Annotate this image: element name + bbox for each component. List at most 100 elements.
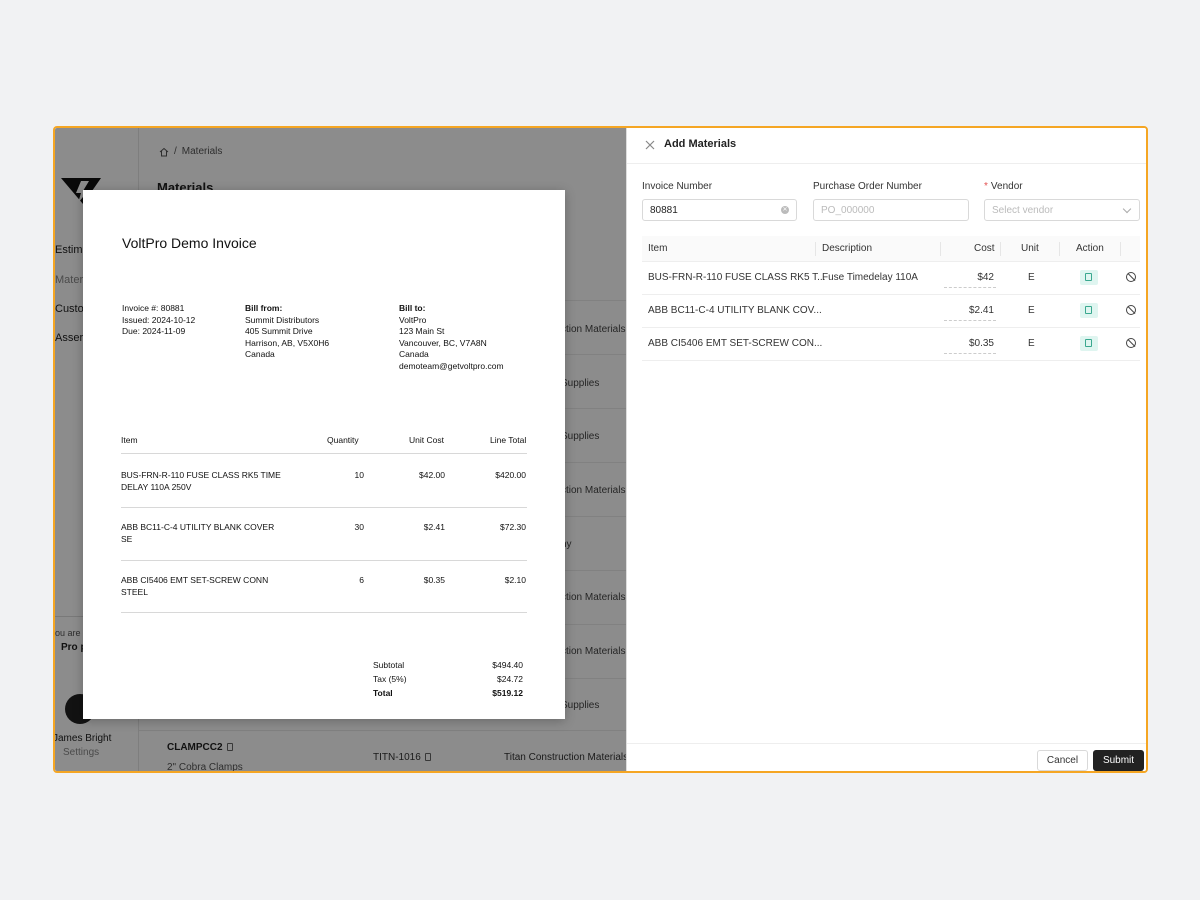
- invoice-line-item-text: DELAY 110A 250V: [121, 481, 192, 492]
- column-separator: [1120, 242, 1121, 256]
- breadcrumb-current[interactable]: Materials: [181, 146, 223, 157]
- invoice-header-line-total: Line Total: [490, 435, 527, 445]
- invoice-line-unit-cost: $2.41: [423, 522, 445, 532]
- bill-to: Bill to: VoltPro 123 Main St Vancouver, …: [399, 303, 504, 372]
- invoice-issued: Issued: 2024-10-12: [122, 314, 196, 325]
- invoice-rule: [121, 453, 527, 454]
- invoice-number-value: 80881: [650, 204, 678, 216]
- material-code: CLAMPCC2: [167, 742, 233, 753]
- sidebar-item-materials[interactable]: Mater: [55, 274, 84, 286]
- column-header-description: Description: [822, 243, 873, 254]
- app-frame: Estim Mater Custo Asser ou are Pro p Jam…: [53, 126, 1148, 773]
- save-icon[interactable]: [1080, 303, 1098, 318]
- row-unit[interactable]: E: [1028, 272, 1035, 283]
- copy-icon[interactable]: [226, 743, 233, 751]
- invoice-title: VoltPro Demo Invoice: [122, 235, 257, 251]
- invoice-line-item: BUS-FRN-R-110 FUSE CLASS RK5 TIME DELAY …: [121, 470, 301, 493]
- invoice-header-quantity: Quantity: [327, 435, 359, 445]
- invoice-rule: [121, 612, 527, 613]
- invoice-line-total: $420.00: [495, 470, 526, 480]
- sidebar-item-customers[interactable]: Custo: [55, 303, 84, 315]
- invoice-rule: [121, 507, 527, 508]
- po-number-label: Purchase Order Number: [813, 181, 922, 192]
- bg-row-vendor: Supplies: [561, 378, 600, 389]
- invoice-header-unit-cost: Unit Cost: [409, 435, 444, 445]
- sidebar-item-assemblies[interactable]: Asser: [55, 332, 84, 344]
- row-item: ABB CI5406 EMT SET-SCREW CON...: [648, 338, 823, 349]
- background-app: Estim Mater Custo Asser ou are Pro p Jam…: [53, 128, 628, 773]
- row-cost-input[interactable]: $2.41: [944, 299, 996, 321]
- po-number-input[interactable]: PO_000000: [813, 199, 969, 221]
- row-unit[interactable]: E: [1028, 305, 1035, 316]
- chevron-down-icon: [1122, 204, 1132, 214]
- row-cost-input[interactable]: $42: [944, 266, 996, 288]
- invoice-line-item-text: ABB CI5406 EMT SET-SCREW CONN: [121, 575, 269, 585]
- save-icon-glyph: [1085, 306, 1092, 314]
- invoice-subtotal-value: $494.40: [492, 660, 523, 670]
- row-description: Fuse Timedelay 110A: [822, 272, 918, 283]
- invoice-line-quantity: 30: [354, 522, 364, 532]
- home-icon[interactable]: [159, 147, 169, 157]
- bill-to-line: demoteam@getvoltpro.com: [399, 360, 504, 371]
- submit-button[interactable]: Submit: [1093, 750, 1144, 771]
- invoice-total-value: $519.12: [492, 688, 523, 698]
- invoice-tax-value: $24.72: [497, 674, 523, 684]
- invoice-line-total: $72.30: [500, 522, 526, 532]
- column-separator: [940, 242, 941, 256]
- invoice-line-item: ABB CI5406 EMT SET-SCREW CONN STEEL: [121, 575, 301, 598]
- invoice-number-input[interactable]: 80881 ✕: [642, 199, 797, 221]
- save-icon[interactable]: [1080, 270, 1098, 285]
- bg-row-vendor: Supplies: [561, 431, 600, 442]
- row-cost-input[interactable]: $0.35: [944, 332, 996, 354]
- bg-row-divider: [139, 730, 626, 731]
- vendor-label-text: Vendor: [990, 181, 1023, 192]
- invoice-number: Invoice #: 80881: [122, 303, 185, 313]
- copy-icon[interactable]: [424, 753, 431, 761]
- bill-to-line: Vancouver, BC, V7A8N: [399, 337, 487, 348]
- drawer-title: Add Materials: [664, 138, 737, 150]
- drawer-header: Add Materials: [627, 128, 1146, 164]
- bg-row-vendor: ction Materials: [561, 324, 626, 335]
- invoice-line-unit-cost: $42.00: [419, 470, 445, 480]
- ban-icon[interactable]: [1126, 338, 1136, 348]
- add-materials-drawer: Add Materials Invoice Number 80881 ✕ Pur…: [626, 128, 1146, 771]
- clear-icon[interactable]: ✕: [781, 206, 789, 214]
- invoice-line-unit-cost: $0.35: [423, 575, 445, 585]
- invoice-total-label: Total: [373, 688, 393, 698]
- close-icon[interactable]: [644, 139, 656, 151]
- invoice-due: Due: 2024-11-09: [122, 326, 186, 336]
- bill-from-line: Harrison, AB, V5X0H6: [245, 337, 330, 348]
- required-mark: *: [984, 181, 988, 192]
- invoice-line-item-text: SE: [121, 533, 133, 544]
- vendor-select[interactable]: Select vendor: [984, 199, 1140, 221]
- upgrade-plan[interactable]: Pro p: [61, 642, 87, 653]
- cancel-button[interactable]: Cancel: [1037, 750, 1088, 771]
- bill-to-label: Bill to:: [399, 303, 426, 313]
- invoice-line-total: $2.10: [504, 575, 526, 585]
- column-header-unit: Unit: [1021, 243, 1039, 254]
- vendor-label: * Vendor: [984, 181, 1023, 192]
- invoice-subtotal-label: Subtotal: [373, 660, 405, 670]
- save-icon[interactable]: [1080, 336, 1098, 351]
- invoice-line-quantity: 10: [354, 470, 364, 480]
- bg-row-vendor: Supplies: [561, 700, 600, 711]
- bg-row-vendor: ction Materials: [561, 592, 626, 603]
- invoice-preview: VoltPro Demo Invoice Invoice #: 80881 Is…: [83, 190, 565, 719]
- material-name: 2" Cobra Clamps: [167, 762, 243, 773]
- save-icon-glyph: [1085, 339, 1092, 347]
- settings-link[interactable]: Settings: [63, 747, 100, 758]
- invoice-tax-label: Tax (5%): [373, 674, 407, 684]
- row-unit[interactable]: E: [1028, 338, 1035, 349]
- bill-from-label: Bill from:: [245, 303, 283, 313]
- ban-icon[interactable]: [1126, 305, 1136, 315]
- bill-from-line: 405 Summit Drive: [245, 326, 313, 336]
- ban-icon[interactable]: [1126, 272, 1136, 282]
- bill-from-line: Canada: [245, 349, 275, 359]
- bg-row-vendor: ction Materials: [561, 485, 626, 496]
- invoice-number-label: Invoice Number: [642, 181, 713, 192]
- sidebar-item-estimates[interactable]: Estim: [55, 244, 83, 256]
- row-item: BUS-FRN-R-110 FUSE CLASS RK5 T...: [648, 272, 826, 283]
- bill-from-line: Summit Distributors: [245, 314, 320, 325]
- user-name: James Bright: [53, 733, 112, 744]
- invoice-line-quantity: 6: [359, 575, 364, 585]
